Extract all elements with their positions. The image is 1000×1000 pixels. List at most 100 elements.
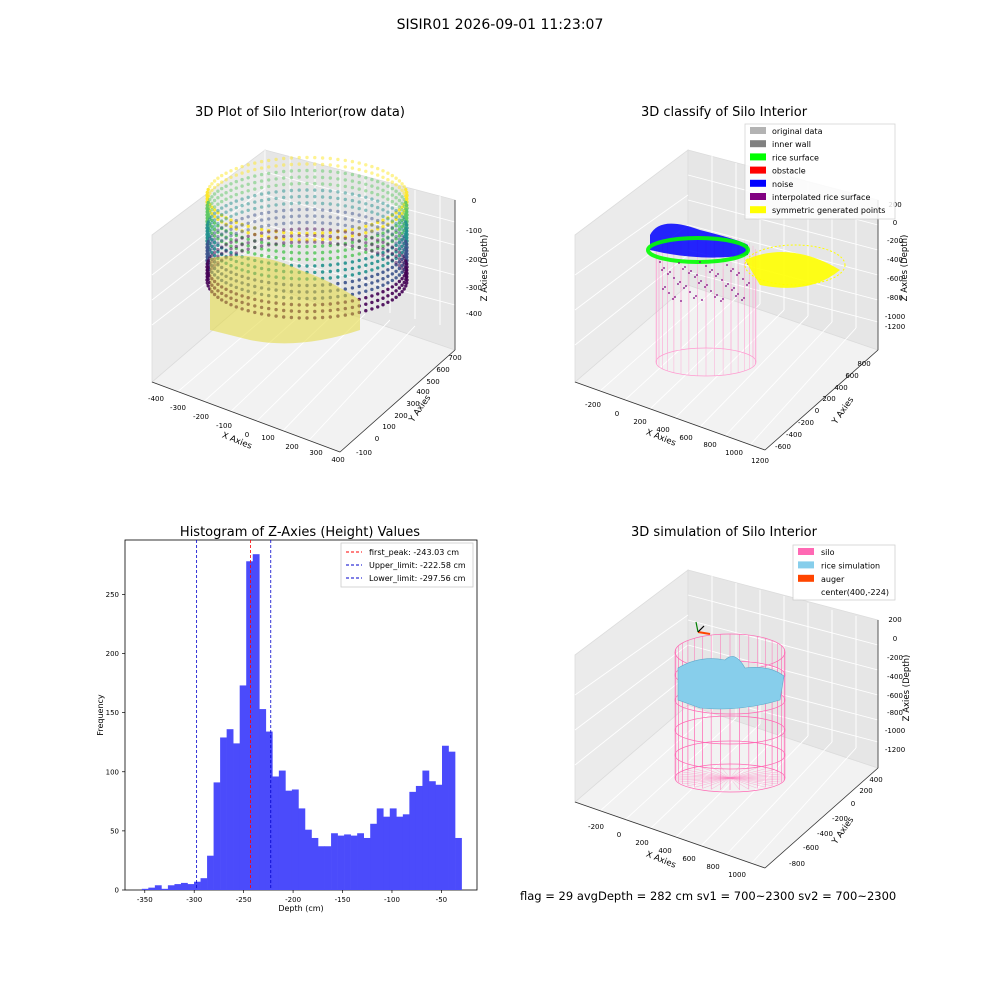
panel1-point	[370, 203, 374, 208]
panel1-point	[350, 266, 355, 271]
panel1-point	[376, 238, 380, 242]
panel1-point	[208, 191, 212, 195]
panel1-point	[234, 244, 238, 249]
panel1-point	[381, 277, 385, 281]
panel1-point	[246, 182, 250, 186]
panel2-interp-point	[672, 298, 674, 300]
panel1-point	[320, 221, 325, 225]
panel1-point	[224, 204, 228, 208]
panel1-point	[313, 233, 317, 238]
panel1-point	[259, 234, 264, 238]
panel2-y-tick-label: -400	[786, 431, 802, 439]
panel1-point	[336, 262, 340, 266]
panel1-point	[343, 184, 347, 189]
panel2-z-tick-label: -600	[887, 275, 903, 283]
histogram-bar	[259, 709, 267, 890]
panel4-silo-floor-spoke	[729, 777, 758, 789]
panel2-legend-swatch	[750, 179, 766, 187]
panel2-z-tick-label: -1000	[885, 313, 905, 321]
panel1-point	[274, 222, 278, 227]
panel1-point	[206, 213, 210, 218]
panel2-x-tick-label: 1200	[751, 457, 769, 465]
panel1-point	[381, 303, 385, 307]
panel1-point	[376, 225, 380, 229]
panel1-point	[220, 206, 224, 210]
panel2-x-tick-label: 600	[679, 434, 692, 442]
panel1-point	[253, 219, 257, 224]
panel1-point	[404, 194, 408, 198]
histogram-bar	[246, 561, 254, 890]
panel2-z-tick-label: -400	[887, 256, 903, 264]
panel1-point	[259, 237, 264, 242]
panel1-point	[370, 210, 374, 214]
panel1-point	[381, 227, 385, 231]
panel1-point	[357, 278, 361, 282]
panel1-point	[404, 246, 408, 250]
panel2-y-tick-label: 200	[822, 395, 835, 403]
panel1-point	[405, 275, 409, 279]
panel4-silo-floor-spoke	[682, 771, 731, 779]
panel1-point	[350, 227, 355, 232]
panel1-point	[336, 203, 340, 207]
panel1-point	[289, 195, 294, 199]
panel4-legend-label: rice simulation	[821, 561, 880, 570]
panel1-point	[386, 249, 390, 253]
panel1-point	[364, 221, 368, 225]
panel1-point	[229, 208, 233, 212]
panel1-point	[397, 279, 402, 284]
panel1-point	[267, 210, 271, 215]
panel4-gridline	[687, 619, 879, 671]
histogram-bar	[337, 835, 345, 890]
panel1-point	[376, 279, 380, 283]
panel2-interp-point	[710, 290, 712, 292]
panel1-title: 3D Plot of Silo Interior(row data)	[195, 105, 405, 120]
panel2-interp-point	[678, 262, 680, 264]
panel1-point	[336, 281, 340, 286]
panel1-point	[386, 261, 390, 265]
panel1-point	[397, 231, 402, 235]
panel1-point	[274, 164, 278, 168]
panel4-auger	[697, 631, 711, 635]
panel1-point	[390, 219, 394, 223]
panel1-point	[206, 259, 210, 263]
panel1-point	[289, 188, 294, 193]
panel2-legend-label: interpolated rice surface	[772, 193, 870, 202]
panel1-point	[336, 183, 340, 188]
panel1-point	[376, 173, 380, 177]
panel1-point	[305, 233, 309, 238]
panel1-point	[313, 244, 317, 249]
panel1-point	[370, 164, 374, 169]
panel1-point	[267, 191, 271, 195]
panel1-z-tick-label: 0	[472, 197, 476, 205]
panel1-point	[259, 198, 264, 203]
panel2-interp-point	[746, 284, 748, 286]
panel1-point	[405, 203, 409, 208]
panel4-z-tick-label: -1000	[885, 727, 905, 735]
panel2-interp-point	[727, 283, 729, 285]
panel2-interp-point	[717, 273, 719, 275]
panel4-scene	[674, 621, 786, 793]
panel1-point	[206, 187, 210, 192]
panel1-point	[364, 195, 368, 199]
panel4-silo-floor-spoke	[694, 777, 731, 788]
panel1-x-tick-label: -100	[216, 422, 232, 430]
panel1-point	[364, 257, 368, 261]
histogram-y-tick-label: 100	[106, 768, 119, 776]
panel1-point	[282, 208, 286, 213]
panel2-legend-swatch	[750, 206, 766, 214]
panel1-point	[343, 248, 347, 252]
panel1-point	[212, 205, 217, 209]
panel1-point	[390, 291, 394, 296]
panel4-y-tick-label: 0	[851, 800, 855, 808]
panel4-silo-floor-spoke	[678, 773, 731, 779]
panel1-point	[405, 229, 409, 234]
panel2-interp-point	[736, 274, 738, 276]
panel1-point	[305, 227, 309, 231]
panel1-point	[320, 231, 325, 235]
panel1-point	[206, 239, 210, 244]
panel1-point	[364, 176, 368, 180]
histogram-bar	[285, 790, 293, 890]
panel1-point	[328, 243, 332, 248]
panel2-axis-line	[764, 349, 879, 451]
panel2-axis-line	[574, 381, 766, 451]
